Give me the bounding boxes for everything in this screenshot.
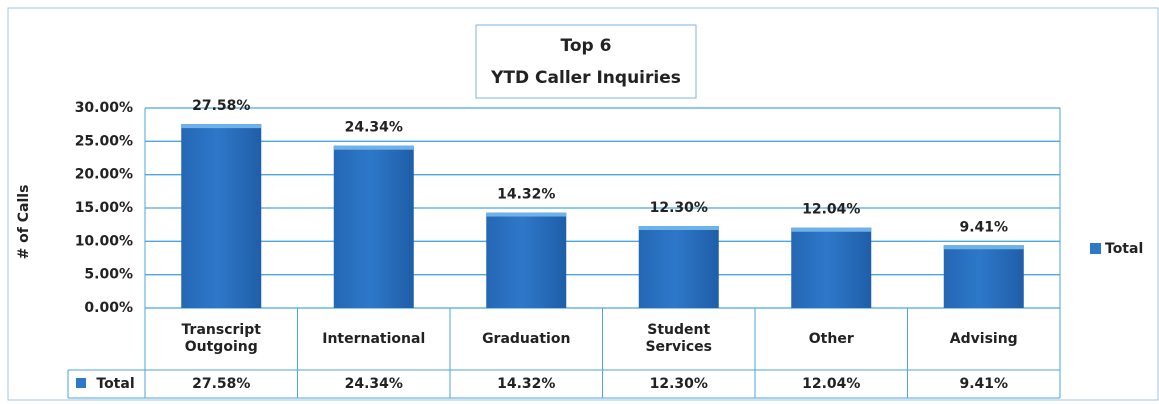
table-value: 12.30% [649,375,708,392]
title-box [475,24,697,99]
chart-border [7,7,1159,401]
data-label: 9.41% [959,219,1008,235]
bar-top [638,226,719,230]
y-tick-label: 5.00% [84,267,133,283]
category-label: Transcript Outgoing [181,322,261,355]
bar [181,124,262,308]
data-label: 12.30% [650,200,708,216]
y-tick-label: 15.00% [75,200,133,216]
chart-title: Top 6 [561,36,612,56]
table-value: 27.58% [192,375,251,392]
bar [638,226,719,308]
bar-top [333,145,414,150]
chart-subtitle: YTD Caller Inquiries [490,68,681,88]
category-label: Student Services [645,322,713,355]
table-value: 12.04% [802,375,861,392]
category-label: Other [808,330,854,347]
data-label: 12.04% [802,202,860,218]
bar [943,245,1024,308]
data-label: 14.32% [497,187,555,203]
category-label: International [322,330,426,347]
table-series-name: Total [96,375,135,392]
y-tick-label: 0.00% [84,300,133,316]
bar [333,145,414,308]
data-label: 27.58% [192,98,250,114]
y-tick-label: 10.00% [75,233,133,249]
legend-key [1090,243,1101,254]
bar [486,212,567,308]
bar-top [943,245,1024,250]
y-tick-label: 30.00% [75,100,133,116]
y-axis-label: # of Calls [16,185,32,260]
table-value: 9.41% [959,375,1009,392]
y-tick-label: 25.00% [75,133,133,149]
category-label: Graduation [482,330,571,347]
bar-top [486,212,567,217]
table-value: 14.32% [497,375,556,392]
bar-top [791,227,872,232]
bar [791,227,872,308]
table-value: 24.34% [344,375,403,392]
table-legend-key [76,378,86,388]
legend-label: Total [1105,241,1143,257]
bar-top [181,124,262,129]
y-tick-label: 20.00% [75,167,133,183]
category-label: Advising [949,330,1018,347]
data-label: 24.34% [345,120,403,136]
